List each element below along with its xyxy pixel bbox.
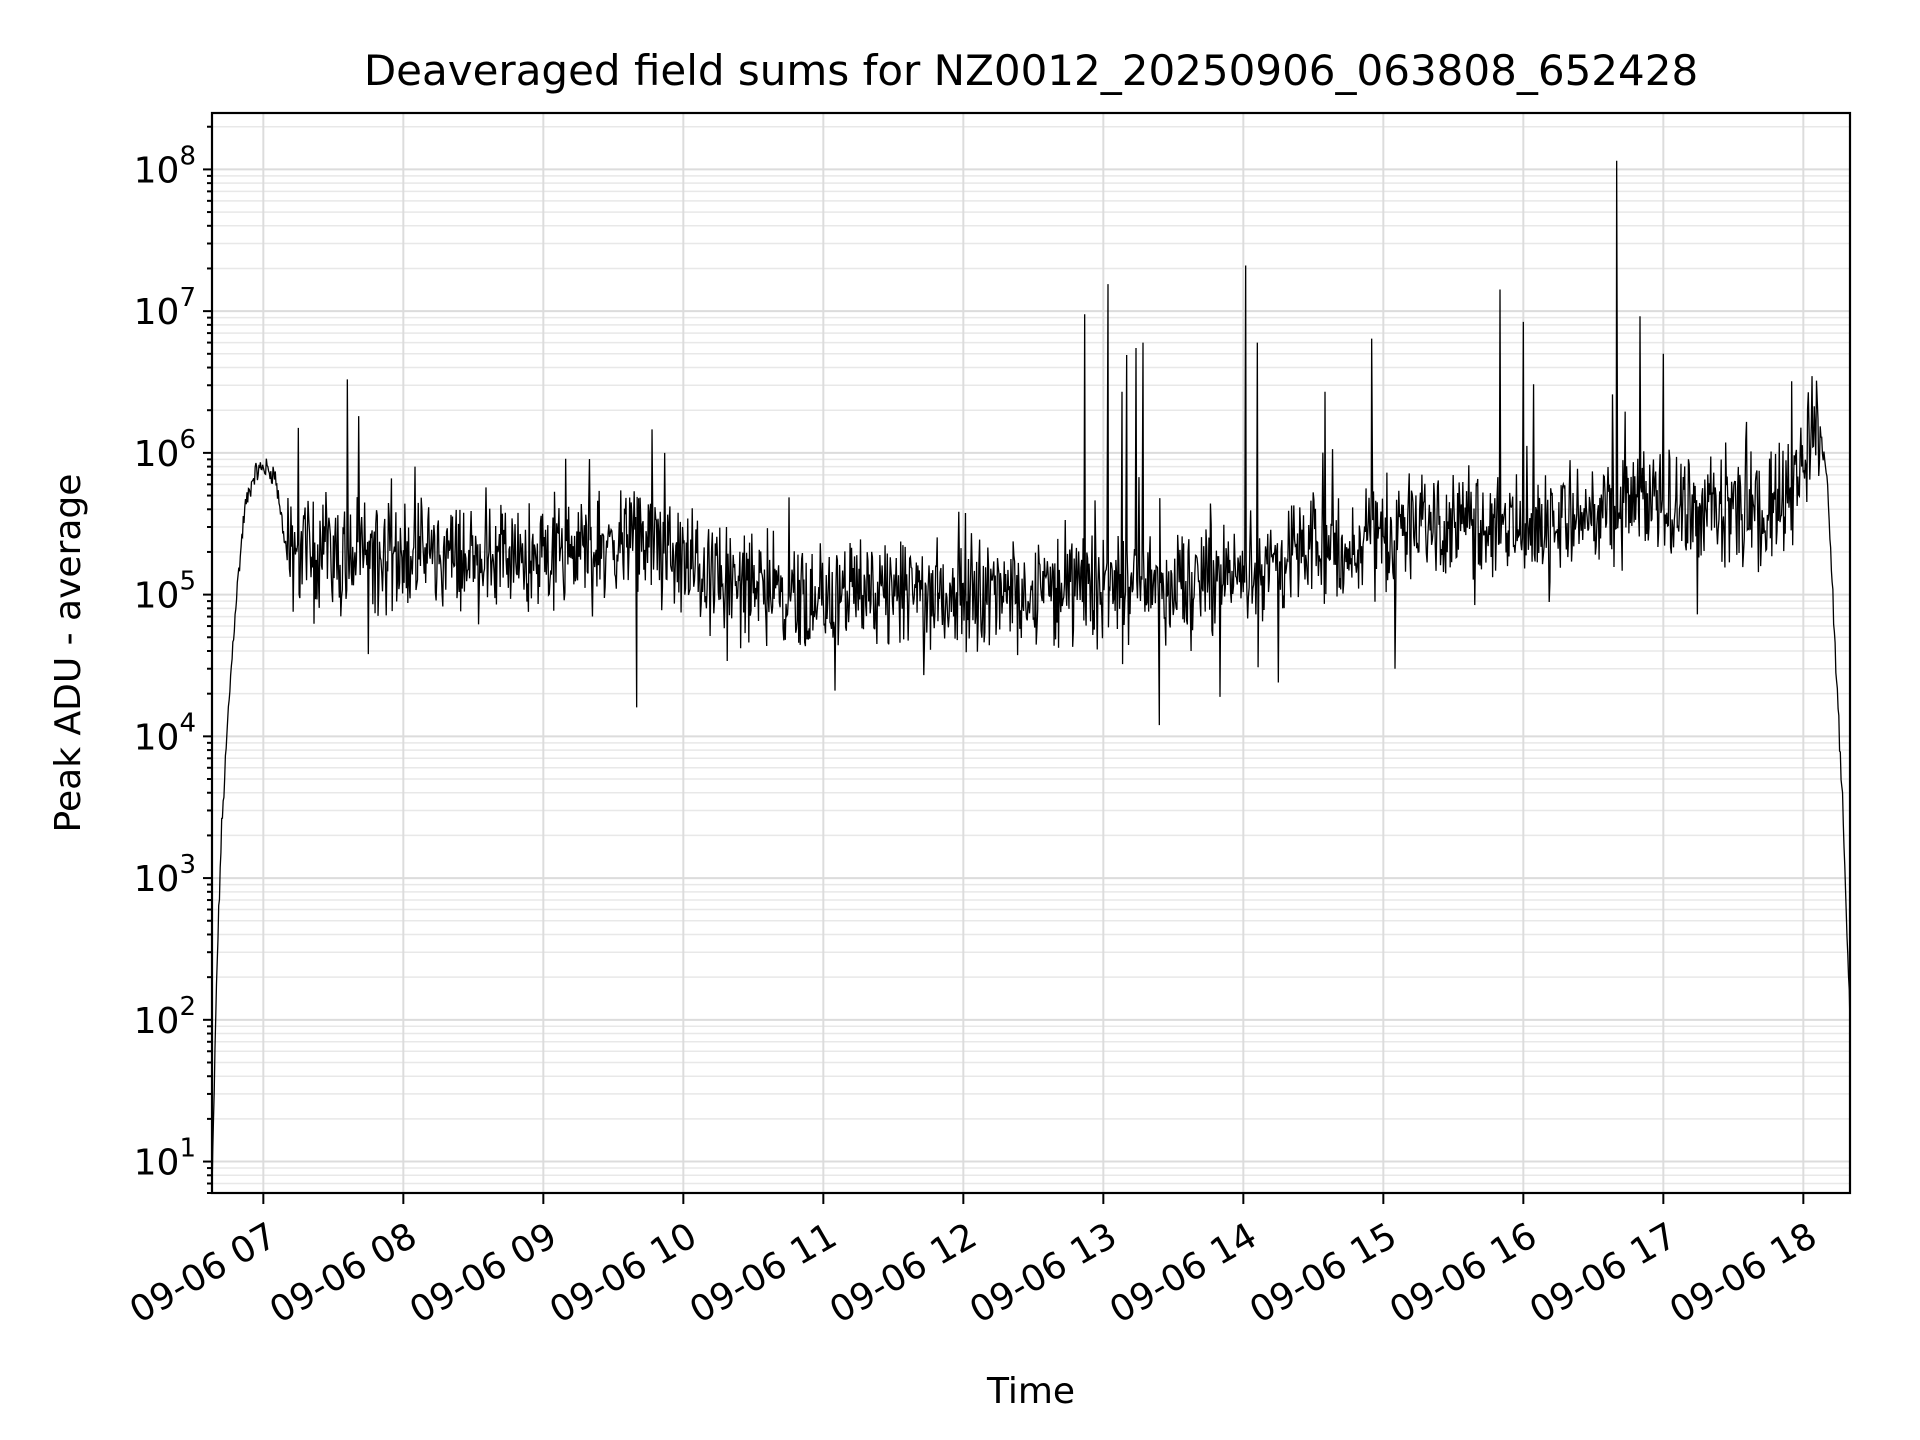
series-line bbox=[211, 160, 1851, 1193]
chart-title: Deaveraged field sums for NZ0012_2025090… bbox=[364, 46, 1698, 95]
y-tick-labels: 101 102 103 104 105 106 107 108 bbox=[134, 141, 196, 1183]
axis-ticks bbox=[203, 125, 1805, 1204]
y-axis-label: Peak ADU - average bbox=[48, 474, 89, 833]
y-tick-label: 103 bbox=[134, 850, 196, 900]
y-tick-label: 106 bbox=[134, 425, 196, 475]
y-tick-label: 105 bbox=[134, 567, 196, 617]
plot-frame bbox=[210, 111, 1852, 1195]
x-axis-label: Time bbox=[986, 1371, 1075, 1412]
y-tick-label: 107 bbox=[134, 283, 196, 333]
y-tick-label: 102 bbox=[134, 992, 196, 1042]
y-tick-label: 108 bbox=[134, 141, 196, 191]
y-tick-label: 104 bbox=[134, 708, 196, 758]
y-tick-label: 101 bbox=[134, 1134, 196, 1184]
grid bbox=[212, 113, 1850, 1194]
